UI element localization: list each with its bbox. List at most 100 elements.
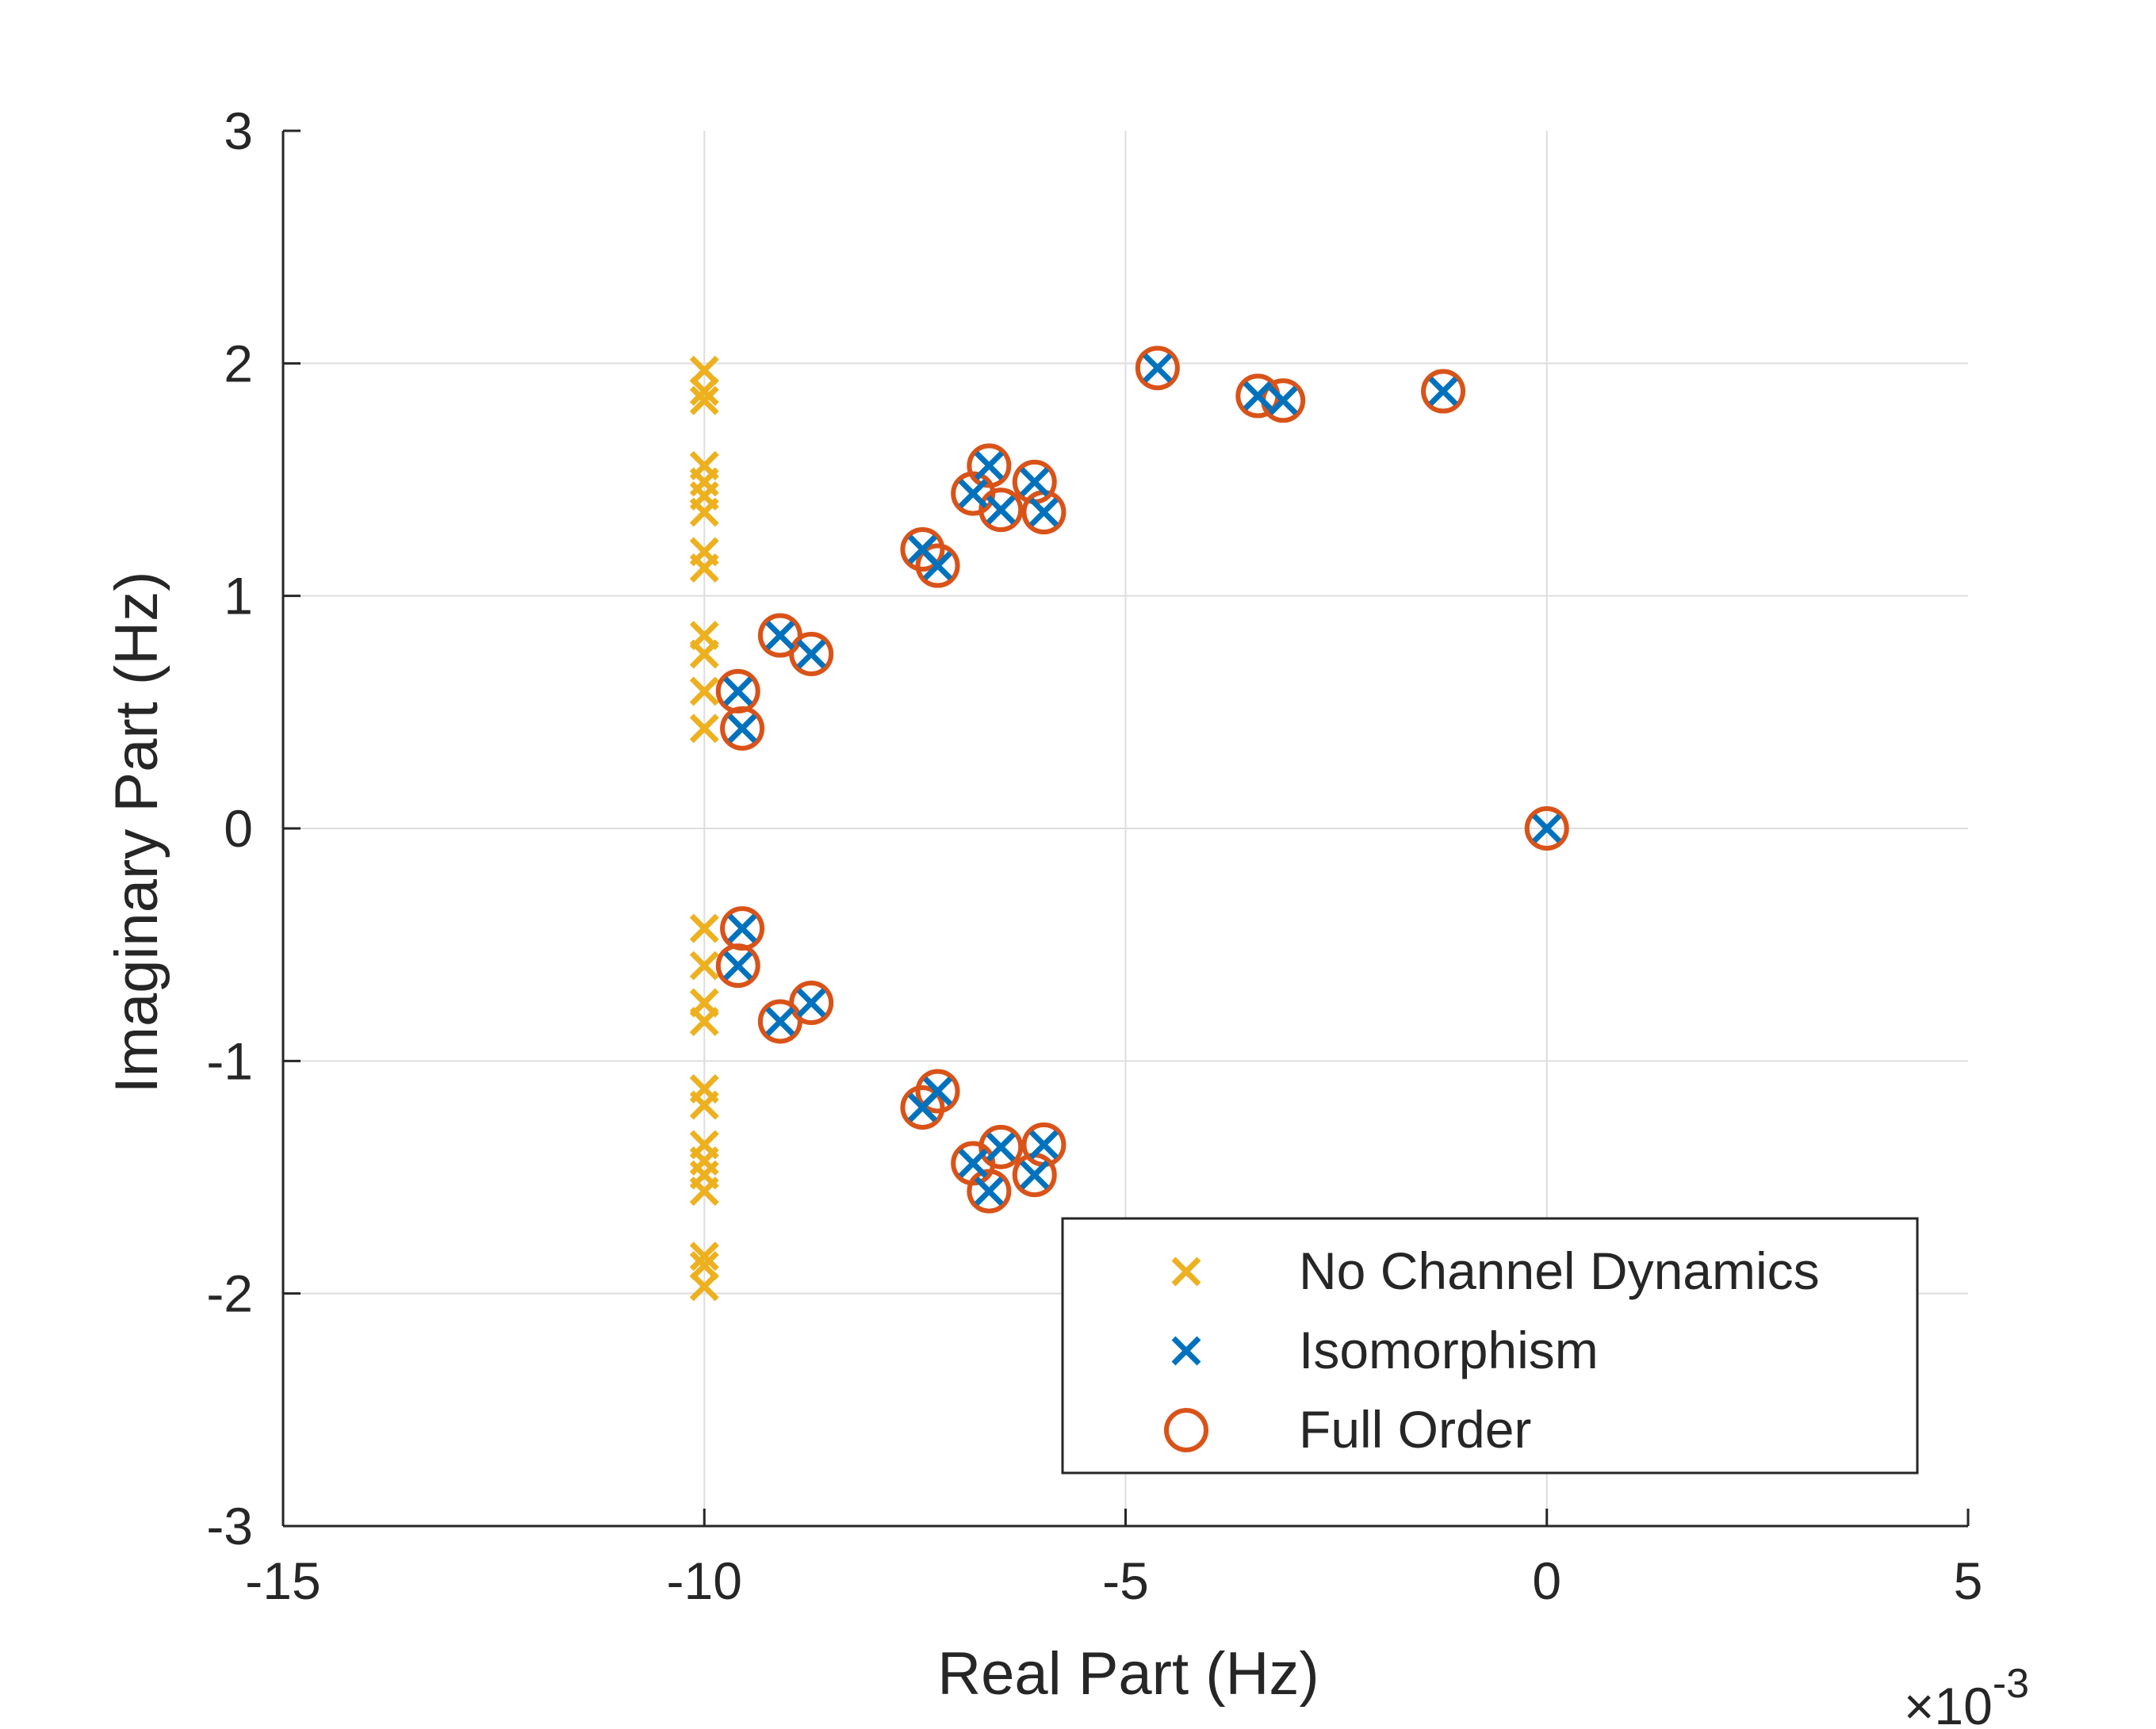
data-point-x — [923, 551, 953, 581]
series-isomorphism — [723, 353, 1562, 1207]
data-point-x — [689, 1176, 719, 1207]
data-point-x — [689, 713, 719, 744]
data-point-x — [1143, 353, 1173, 383]
series-no-channel-dynamics — [689, 355, 719, 1302]
data-point-x — [1020, 1160, 1050, 1190]
data-point-x-stroke-b — [689, 913, 719, 943]
data-point-x-stroke-b — [689, 1241, 719, 1272]
data-point-x — [689, 1090, 719, 1120]
data-point-x-stroke-b — [723, 951, 753, 981]
data-point-circle — [789, 632, 834, 676]
y-tick-label: 1 — [224, 567, 253, 625]
data-point-x-stroke-b — [986, 1132, 1016, 1162]
data-point-x — [986, 1132, 1016, 1162]
y-tick-label: 2 — [224, 334, 253, 392]
y-axis-label: Imaginary Part (Hz) — [103, 572, 170, 1094]
legend-marker-x — [1171, 1257, 1201, 1287]
data-point-x-stroke-b — [958, 479, 988, 509]
data-point-x — [689, 553, 719, 583]
data-point-x — [1028, 497, 1059, 527]
x-axis-label: Real Part (Hz) — [937, 1640, 1319, 1708]
data-point-x — [689, 1006, 719, 1036]
data-point-x — [689, 639, 719, 669]
data-point-x — [958, 479, 988, 509]
data-point-circle — [978, 488, 1024, 533]
data-point-x — [1532, 813, 1562, 843]
axes — [281, 129, 1970, 1528]
data-point-x-stroke-b — [1020, 1160, 1050, 1190]
data-point-x-stroke-b — [689, 497, 719, 527]
legend-marker-x-stroke-b — [1171, 1257, 1201, 1287]
x-tick-label: -15 — [245, 1551, 320, 1610]
data-point-circle — [967, 1169, 1012, 1214]
y-tick-label: 3 — [224, 101, 253, 160]
data-point-x — [689, 951, 719, 981]
legend-markers — [1164, 1257, 1208, 1452]
data-point-x — [689, 676, 719, 706]
data-series — [689, 346, 1569, 1302]
data-point-x — [796, 988, 826, 1018]
data-point-x — [689, 377, 719, 407]
data-point-x-stroke-b — [1243, 381, 1273, 411]
data-point-x-stroke-b — [1428, 377, 1458, 407]
data-point-x-stroke-b — [689, 639, 719, 669]
data-point-x-stroke-b — [689, 553, 719, 583]
data-point-x-stroke-b — [689, 713, 719, 744]
data-point-x-stroke-b — [1028, 1130, 1059, 1160]
x-tick-label: 5 — [1954, 1551, 1983, 1610]
data-point-circle — [715, 943, 760, 989]
data-point-x — [689, 1250, 719, 1280]
data-point-x — [974, 450, 1004, 480]
data-point-x — [1268, 385, 1298, 415]
legend-label-isomorphism: Isomorphism — [1299, 1321, 1599, 1379]
data-point-x — [727, 713, 757, 744]
y-tick-label: 0 — [224, 799, 253, 858]
data-point-circle — [915, 543, 960, 588]
data-point-circle — [757, 999, 802, 1044]
x-tick-label: -5 — [1102, 1551, 1149, 1610]
data-point-x — [958, 1148, 988, 1178]
data-point-x-stroke-b — [689, 377, 719, 407]
data-point-circle — [1421, 369, 1466, 414]
data-point-x — [689, 497, 719, 527]
x-tick-label: -10 — [667, 1551, 742, 1610]
data-point-x-stroke-b — [1020, 467, 1050, 497]
data-point-x-stroke-b — [727, 713, 757, 744]
legend: No Channel Dynamics Isomorphism Full Ord… — [1061, 1217, 1919, 1475]
data-point-x — [1428, 377, 1458, 407]
data-point-x — [689, 1241, 719, 1272]
legend-label-no-channel: No Channel Dynamics — [1299, 1241, 1820, 1300]
legend-label-full-order: Full Order — [1299, 1400, 1531, 1459]
data-point-x — [689, 385, 719, 415]
data-point-x — [1028, 1130, 1059, 1160]
data-point-x-stroke-b — [974, 450, 1004, 480]
data-point-x-stroke-b — [689, 951, 719, 981]
data-point-x-stroke-b — [689, 355, 719, 385]
data-point-circle — [900, 1085, 945, 1130]
data-point-x-stroke-b — [689, 1176, 719, 1207]
data-point-x — [723, 951, 753, 981]
data-point-x-stroke-b — [923, 551, 953, 581]
data-point-x-stroke-b — [907, 534, 937, 564]
data-point-x — [727, 913, 757, 943]
data-point-x-stroke-b — [1143, 353, 1173, 383]
x-exponent-base: ×10 — [1904, 1677, 1993, 1729]
data-point-x — [974, 1176, 1004, 1207]
data-point-x-stroke-b — [689, 676, 719, 706]
x-axis-exponent: ×10-3 — [1904, 1661, 2029, 1729]
data-point-circle — [1135, 346, 1180, 391]
data-point-circle — [720, 706, 765, 751]
data-point-x-stroke-b — [1028, 497, 1059, 527]
data-point-x-stroke-b — [689, 1006, 719, 1036]
data-point-x-stroke-b — [974, 1176, 1004, 1207]
data-point-x-stroke-b — [689, 385, 719, 415]
y-tick-label: -2 — [206, 1264, 253, 1323]
data-point-x-stroke-b — [689, 1250, 719, 1280]
data-point-x — [1243, 381, 1273, 411]
data-point-circle — [900, 527, 945, 572]
x-exponent-power: -3 — [1993, 1661, 2029, 1707]
data-point-x — [765, 621, 795, 651]
data-point-x-stroke-b — [907, 1092, 937, 1123]
